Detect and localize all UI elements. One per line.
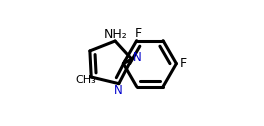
Text: F: F — [180, 57, 187, 70]
Text: NH₂: NH₂ — [104, 28, 128, 41]
Text: N: N — [114, 84, 122, 97]
Text: F: F — [134, 27, 142, 40]
Text: N: N — [133, 51, 142, 64]
Text: CH₃: CH₃ — [75, 75, 96, 85]
